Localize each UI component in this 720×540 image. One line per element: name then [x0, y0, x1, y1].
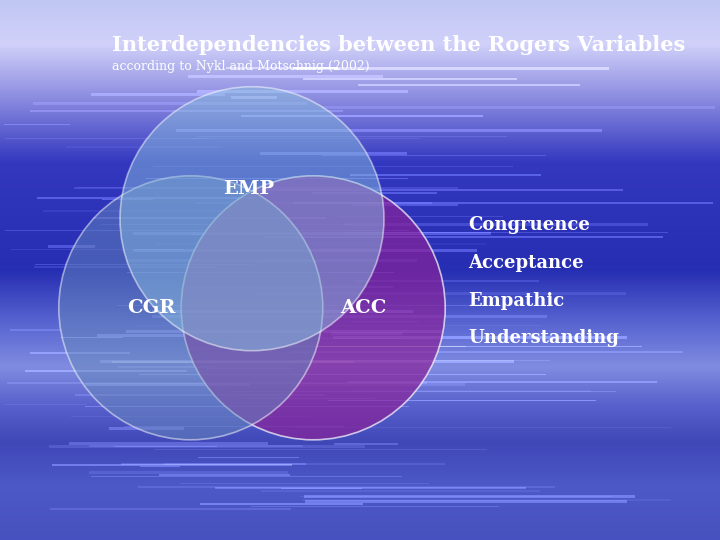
Text: CGR: CGR [127, 299, 176, 317]
Text: ACC: ACC [341, 299, 387, 317]
Text: according to Nykl and Motschnig (2002): according to Nykl and Motschnig (2002) [112, 60, 369, 73]
Text: Congruence: Congruence [468, 216, 590, 234]
Ellipse shape [181, 176, 445, 440]
Text: Acceptance: Acceptance [468, 254, 584, 272]
Text: Empathic: Empathic [468, 292, 564, 309]
Text: Understanding: Understanding [468, 329, 619, 347]
Ellipse shape [120, 87, 384, 350]
Text: Interdependencies between the Rogers Variables: Interdependencies between the Rogers Var… [112, 35, 685, 55]
Ellipse shape [59, 176, 323, 440]
Text: EMP: EMP [222, 180, 274, 198]
